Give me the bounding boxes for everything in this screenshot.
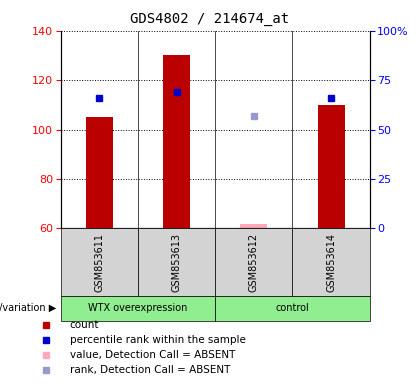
Bar (240, 223, 268, 228)
Bar (215, 228, 292, 296)
Bar (163, 55, 190, 228)
Text: value, Detection Call = ABSENT: value, Detection Call = ABSENT (70, 350, 235, 360)
Text: GSM853612: GSM853612 (249, 233, 259, 291)
Bar (61, 228, 138, 296)
Text: rank, Detection Call = ABSENT: rank, Detection Call = ABSENT (70, 365, 230, 375)
Text: percentile rank within the sample: percentile rank within the sample (70, 335, 245, 345)
Bar (61, 296, 215, 321)
Bar (86, 117, 113, 228)
Bar (138, 228, 215, 296)
Text: count: count (70, 320, 99, 330)
Bar (215, 296, 370, 321)
Bar (292, 228, 370, 296)
Text: control: control (276, 303, 309, 313)
Text: WTX overexpression: WTX overexpression (88, 303, 188, 313)
Text: GSM853611: GSM853611 (94, 233, 105, 291)
Text: GDS4802 / 214674_at: GDS4802 / 214674_at (131, 12, 289, 25)
Text: genotype/variation ▶: genotype/variation ▶ (0, 303, 57, 313)
Bar (318, 105, 344, 228)
Text: GSM853613: GSM853613 (172, 233, 182, 291)
Text: GSM853614: GSM853614 (326, 233, 336, 291)
